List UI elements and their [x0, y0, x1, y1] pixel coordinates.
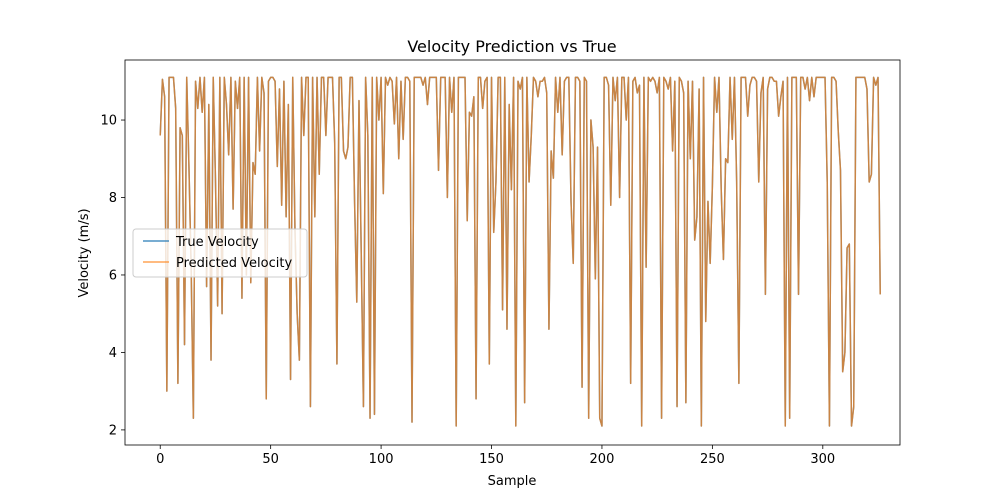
y-tick-label: 8: [109, 191, 117, 206]
x-tick-label: 150: [479, 452, 504, 467]
x-tick-label: 300: [810, 452, 835, 467]
legend: True Velocity Predicted Velocity: [132, 228, 308, 278]
y-tick-label: 2: [109, 423, 117, 438]
legend-label-predicted-velocity: Predicted Velocity: [176, 256, 292, 271]
x-tick-label: 50: [262, 452, 279, 467]
legend-label-true-velocity: True Velocity: [175, 235, 259, 250]
x-tick-label: 100: [369, 452, 394, 467]
x-tick-label: 0: [156, 452, 164, 467]
y-tick-label: 10: [100, 114, 117, 129]
y-tick-label: 4: [109, 346, 117, 361]
chart-title: Velocity Prediction vs True: [407, 37, 616, 56]
axes-frame: [124, 59, 901, 446]
series-line-predicted-velocity: [159, 76, 881, 427]
legend-frame: [132, 228, 308, 278]
plot-area: 0 50 100 150 200 250 300 2 4 6 8 10: [100, 59, 901, 467]
y-tick-label: 6: [109, 268, 117, 283]
x-axis-label: Sample: [488, 474, 537, 489]
x-tick-label: 200: [590, 452, 615, 467]
y-axis-label: Velocity (m/s): [77, 208, 92, 297]
x-tick-label: 250: [700, 452, 725, 467]
